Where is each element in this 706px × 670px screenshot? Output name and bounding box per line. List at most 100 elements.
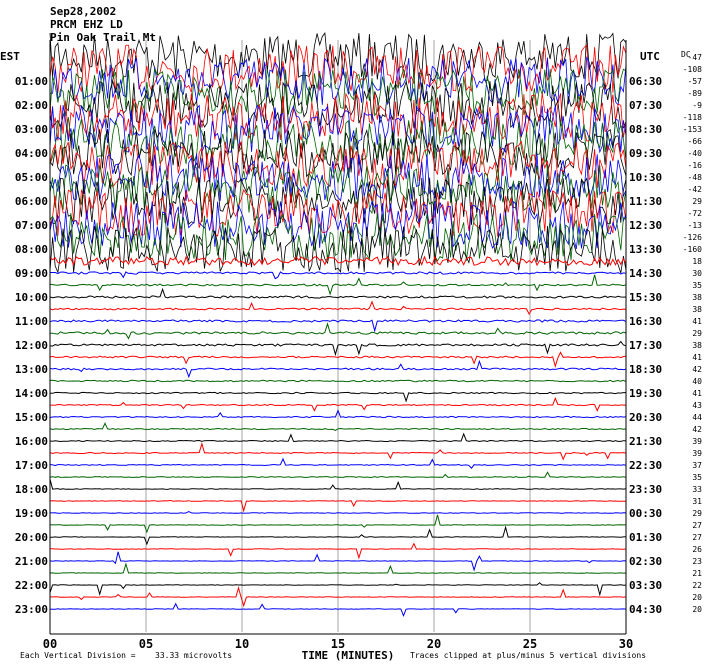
dc-offset: -48 — [688, 173, 703, 182]
hour-label-left: 08:00 — [15, 243, 48, 256]
hour-label-left: 07:00 — [15, 219, 48, 232]
dc-offset: -42 — [688, 185, 703, 194]
hour-label-left: 23:00 — [15, 603, 48, 616]
seismic-trace — [49, 300, 627, 316]
division-value: 33.33 microvolts — [155, 651, 233, 660]
clip-note: Traces clipped at plus/minus 5 vertical … — [410, 651, 647, 660]
seismic-trace — [49, 586, 627, 608]
hour-label-left: 12:00 — [15, 339, 48, 352]
hour-label-right: 17:30 — [629, 339, 662, 352]
seismic-trace — [49, 422, 627, 431]
dc-offset: -57 — [688, 77, 703, 86]
dc-offset: -66 — [688, 137, 703, 146]
dc-offset: -89 — [688, 89, 703, 98]
seismic-trace — [49, 391, 626, 403]
dc-offset: 31 — [692, 497, 702, 506]
seismic-trace — [49, 322, 627, 340]
dc-offset: 27 — [692, 533, 702, 542]
plot-date: Sep28,2002 — [50, 5, 117, 18]
hour-label-right: 04:30 — [629, 603, 662, 616]
hour-label-left: 11:00 — [15, 315, 48, 328]
dc-offset: 38 — [692, 293, 702, 302]
dc-offset: -40 — [688, 149, 703, 158]
hour-label-right: 03:30 — [629, 579, 662, 592]
dc-offset: 37 — [692, 461, 702, 470]
seismic-trace — [49, 582, 627, 597]
seismic-trace — [50, 396, 627, 412]
hour-label-left: 02:00 — [15, 99, 48, 112]
dc-offset: -9 — [692, 101, 702, 110]
dc-offset: 43 — [692, 401, 702, 410]
x-tick-label: 25 — [523, 637, 537, 651]
x-tick-label: 05 — [139, 637, 153, 651]
dc-offset: 35 — [692, 281, 702, 290]
dc-offset: 38 — [692, 341, 702, 350]
seismic-trace — [49, 359, 627, 379]
dc-offset: -47 — [688, 53, 703, 62]
dc-offset: 20 — [692, 605, 702, 614]
hour-label-left: 19:00 — [15, 507, 48, 520]
seismic-trace — [49, 562, 627, 574]
seismic-trace — [49, 409, 627, 419]
hour-label-right: 23:30 — [629, 483, 662, 496]
seismic-trace — [49, 128, 627, 178]
hour-label-right: 00:30 — [629, 507, 662, 520]
seismic-trace — [49, 104, 627, 154]
x-tick-label: 30 — [619, 637, 633, 651]
hour-label-right: 13:30 — [629, 243, 662, 256]
dc-offset: 30 — [692, 269, 702, 278]
hour-label-left: 18:00 — [15, 483, 48, 496]
left-zone-label: EST — [0, 50, 20, 63]
hour-label-left: 21:00 — [15, 555, 48, 568]
seismic-trace — [49, 44, 627, 93]
dc-offset: 39 — [692, 449, 702, 458]
hour-label-right: 12:30 — [629, 219, 662, 232]
hour-label-right: 08:30 — [629, 123, 662, 136]
dc-offset: 20 — [692, 593, 702, 602]
seismic-trace — [49, 478, 627, 490]
dc-offset: -118 — [683, 113, 702, 122]
x-tick-label: 00 — [43, 637, 57, 651]
seismic-trace — [50, 542, 627, 560]
hour-label-right: 21:30 — [629, 435, 662, 448]
hour-label-right: 11:30 — [629, 195, 662, 208]
hour-label-right: 14:30 — [629, 267, 662, 280]
seismic-trace — [50, 525, 627, 546]
seismic-trace — [49, 351, 627, 368]
hour-label-left: 04:00 — [15, 147, 48, 160]
seismic-trace — [49, 340, 627, 357]
network-name: Pin Oak Trail Mt — [50, 31, 156, 44]
hour-label-left: 10:00 — [15, 291, 48, 304]
seismic-trace — [49, 379, 627, 383]
hour-label-right: 22:30 — [629, 459, 662, 472]
hour-label-right: 15:30 — [629, 291, 662, 304]
hour-label-left: 03:00 — [15, 123, 48, 136]
division-text: Each Vertical Division = — [20, 651, 136, 660]
x-axis-title: TIME (MINUTES) — [302, 649, 395, 662]
seismic-trace — [49, 499, 627, 513]
dc-offset: 21 — [692, 569, 702, 578]
dc-offset: 22 — [692, 581, 702, 590]
dc-offset: 42 — [692, 365, 702, 374]
hour-label-left: 05:00 — [15, 171, 48, 184]
dc-offset: 41 — [692, 389, 702, 398]
seismic-trace — [49, 67, 627, 117]
dc-offset: -153 — [683, 125, 702, 134]
dc-offset: 29 — [692, 509, 702, 518]
dc-offset: 38 — [692, 305, 702, 314]
seismic-trace — [50, 271, 627, 280]
dc-offset: 26 — [692, 545, 702, 554]
hour-label-left: 20:00 — [15, 531, 48, 544]
dc-offset: 35 — [692, 473, 702, 482]
hour-label-right: 20:30 — [629, 411, 662, 424]
hour-label-left: 14:00 — [15, 387, 48, 400]
hour-label-left: 13:00 — [15, 363, 48, 376]
seismic-trace — [49, 225, 627, 274]
dc-offset: 41 — [692, 353, 702, 362]
hour-label-right: 01:30 — [629, 531, 662, 544]
x-tick-label: 10 — [235, 637, 249, 651]
seismic-trace — [49, 287, 627, 299]
hour-label-right: 09:30 — [629, 147, 662, 160]
seismic-trace — [49, 212, 627, 262]
